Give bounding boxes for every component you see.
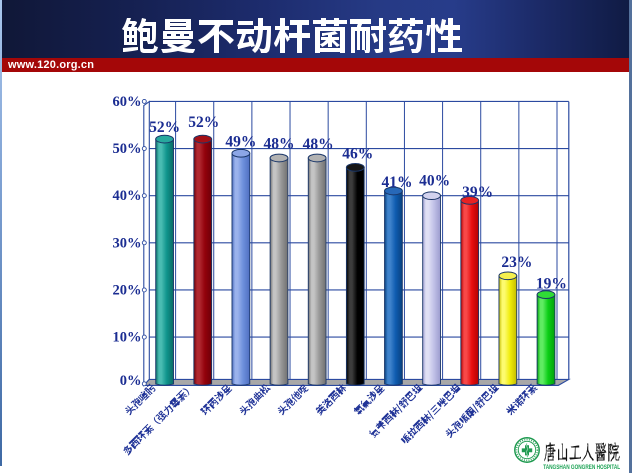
y-tick-label: 30% — [113, 235, 142, 251]
chart-bar: 40% — [419, 172, 450, 386]
bar-top — [422, 191, 441, 201]
x-tick-label: 美洛西林 — [315, 384, 347, 416]
tick-curl — [141, 193, 147, 199]
value-label: 46% — [342, 146, 373, 163]
bar-body — [384, 190, 403, 386]
bar-body — [307, 157, 327, 386]
value-label: 39% — [462, 184, 493, 201]
website-url: www.120.org.cn — [8, 58, 95, 71]
x-tick-label: 头孢哌酮/舒巴坦 — [445, 383, 500, 439]
x-tick-label: 氨苄西林/舒巴坦 — [369, 383, 423, 439]
tick-curl — [141, 98, 147, 104]
left-border-line — [0, 0, 2, 466]
bar-body — [460, 199, 480, 386]
bar-top — [269, 153, 289, 163]
x-tick-label: 头孢噻肟 — [124, 383, 156, 416]
bar-top — [498, 271, 518, 281]
chart-bar: 41% — [382, 174, 413, 386]
value-label: 48% — [303, 136, 334, 153]
tick-curl — [141, 146, 147, 152]
bar-top — [193, 134, 213, 144]
tick-curl — [141, 287, 147, 293]
tick-curl — [141, 334, 147, 340]
y-tick-label: 10% — [113, 330, 142, 346]
bars: 52% 52% 49% 48% 48% 46% 41% 40% 39% 23%19% — [149, 114, 567, 386]
bar-body — [193, 138, 213, 386]
bar-body — [345, 166, 365, 386]
x-tick-label: 哌拉西林/三唑巴坦 — [400, 383, 461, 444]
hospital-name-cn-art — [544, 442, 620, 462]
value-label: 40% — [419, 172, 450, 189]
chart-bar: 19% — [536, 276, 567, 386]
emblem-snake-icon — [525, 443, 529, 458]
chart-bar: 46% — [342, 146, 373, 386]
x-tick-label: 多西环素（强力霉素） — [123, 388, 190, 456]
bar-top — [155, 134, 175, 144]
website-strip — [1, 58, 630, 72]
value-label: 48% — [264, 135, 295, 152]
chart-bar: 23% — [498, 254, 532, 386]
value-label: 52% — [149, 119, 180, 136]
chart-bar: 48% — [303, 136, 334, 386]
x-tick-label: 环丙沙星 — [199, 384, 233, 416]
bar-body — [231, 152, 251, 386]
hospital-name-cn: 唐山工人醫院 — [544, 441, 633, 464]
y-tick-label: 60% — [113, 94, 142, 110]
bar-body — [269, 157, 289, 386]
slide-title-art — [122, 18, 462, 53]
bar-body — [536, 294, 556, 386]
tick-curl — [141, 381, 147, 387]
right-border-line — [629, 0, 632, 473]
emblem-ring-text-icon — [515, 438, 539, 462]
y-tick-label: 20% — [113, 282, 142, 298]
y-axis-labels: 0% 10% 20% 30% 40% 50% 60% — [113, 94, 142, 389]
y-tick-label: 50% — [113, 141, 142, 157]
x-tick-label: 头孢他啶 — [277, 384, 309, 416]
bar-top — [460, 196, 480, 205]
bar-top — [231, 148, 251, 158]
y-tick-label: 0% — [120, 373, 142, 389]
value-label: 23% — [501, 254, 532, 271]
hospital-emblem-icon — [514, 437, 540, 463]
bar-top — [307, 153, 327, 163]
x-tick-label: 氧氟沙星 — [353, 384, 385, 415]
value-label: 41% — [382, 174, 413, 191]
bar-body — [422, 195, 441, 386]
value-label: 19% — [536, 276, 567, 293]
y-tick-label: 40% — [113, 188, 142, 204]
chart-bar: 39% — [460, 184, 493, 386]
value-label: 52% — [188, 114, 219, 131]
x-tick-label: 头孢曲松 — [239, 384, 271, 416]
bar-top — [345, 163, 365, 172]
bar-body — [498, 275, 518, 386]
bar-top — [384, 186, 403, 196]
bar-body — [155, 138, 174, 386]
tick-curl — [141, 240, 147, 246]
chart-bar: 52% — [188, 114, 219, 386]
chart-bar: 48% — [264, 135, 295, 386]
hospital-name-en: TANGSHAN GONGREN HOSPITAL — [543, 464, 620, 471]
value-label: 49% — [225, 134, 256, 151]
x-tick-label: 米诺环素 — [506, 383, 538, 416]
chart-bar: 49% — [225, 134, 256, 386]
bar-top — [536, 290, 556, 300]
chart-bar: 52% — [149, 119, 180, 386]
